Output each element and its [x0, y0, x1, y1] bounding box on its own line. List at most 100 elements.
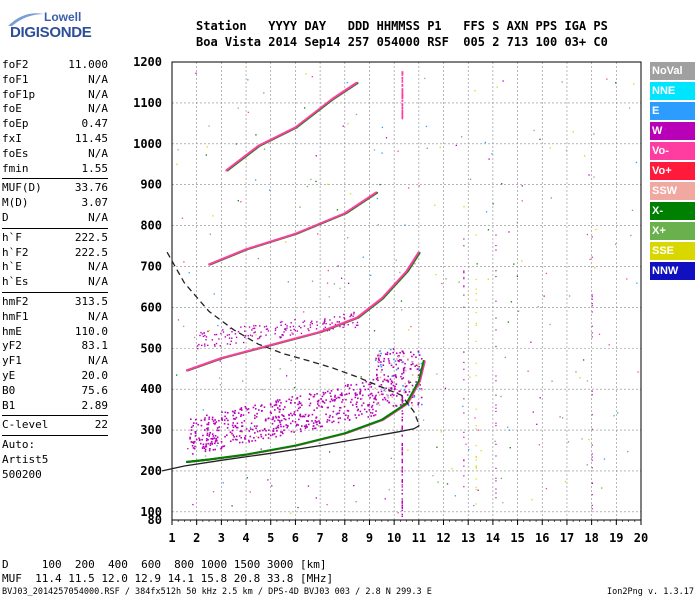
spread-f-point — [370, 415, 373, 417]
noise-point — [297, 506, 299, 509]
spread-f-point — [278, 405, 281, 407]
noise-point — [404, 224, 406, 226]
noise-point — [401, 103, 404, 105]
noise-point — [355, 113, 358, 116]
noise-point — [362, 256, 364, 258]
spread-f-point — [235, 342, 237, 344]
spread-f-point — [310, 321, 312, 324]
spread-f-point — [284, 406, 286, 408]
spread-f-point — [208, 433, 211, 436]
noise-point — [539, 397, 541, 399]
noise-point — [181, 217, 184, 219]
spread-f-point — [382, 393, 384, 396]
spread-f-point — [206, 414, 208, 417]
trace-point — [294, 444, 297, 447]
interference-point — [591, 428, 593, 430]
spread-f-point — [400, 375, 402, 378]
spread-f-point — [286, 327, 288, 329]
spread-f-point — [309, 326, 312, 328]
spread-f-point — [248, 326, 251, 328]
spread-f-point — [273, 409, 276, 411]
noise-point — [516, 275, 519, 277]
noise-point — [177, 319, 180, 321]
param-row: h`Es N/A — [2, 275, 108, 290]
spread-f-point — [385, 379, 388, 382]
spread-f-point — [336, 412, 339, 415]
noise-point — [208, 329, 210, 332]
interference-point — [463, 238, 465, 240]
spread-f-point — [398, 360, 400, 363]
spread-f-point — [299, 428, 302, 430]
spread-f-point — [207, 442, 210, 445]
noise-point — [502, 502, 504, 504]
spread-f-point — [207, 330, 209, 333]
spread-f-point — [387, 379, 389, 382]
noise-point — [353, 485, 355, 487]
spread-f-point — [383, 374, 386, 376]
spread-f-point — [272, 416, 275, 419]
param-row: foF1 N/A — [2, 73, 108, 88]
noise-point — [212, 491, 215, 493]
noise-point — [400, 399, 402, 401]
trace-point — [318, 438, 321, 441]
spread-f-point — [251, 329, 253, 331]
spread-f-point — [267, 437, 270, 439]
muf-distance-row: D 100 200 400 600 800 1000 1500 3000 [km… — [2, 558, 327, 571]
trace-point — [326, 103, 328, 105]
trace-point — [287, 445, 290, 448]
noise-point — [595, 228, 597, 231]
noise-point — [568, 295, 571, 297]
spread-f-point — [298, 325, 300, 328]
trace-point — [321, 221, 324, 224]
trace-point — [341, 432, 344, 435]
spread-f-point — [315, 328, 318, 330]
noise-point — [401, 505, 403, 507]
spread-f-point — [277, 400, 280, 403]
trace-point — [285, 339, 288, 342]
spread-f-point — [403, 352, 405, 355]
noise-point — [543, 295, 545, 297]
spread-f-point — [244, 438, 246, 440]
spread-f-point — [311, 322, 314, 325]
noise-point — [491, 153, 493, 155]
trace-point — [299, 124, 302, 126]
spread-f-point — [257, 409, 260, 411]
spread-f-point — [397, 359, 399, 362]
spread-f-point — [296, 397, 299, 399]
noise-point — [508, 231, 510, 233]
trace-point — [274, 238, 277, 241]
trace-point — [318, 331, 321, 334]
noise-point — [417, 365, 419, 367]
noise-point — [469, 376, 471, 378]
trace-point — [310, 333, 313, 336]
noise-point — [262, 388, 264, 391]
spread-f-point — [276, 430, 278, 432]
interference-point — [495, 234, 497, 236]
spread-f-point — [345, 393, 348, 395]
noise-point — [385, 137, 388, 139]
spread-f-point — [390, 388, 393, 390]
spread-f-point — [412, 353, 415, 356]
noise-point — [581, 438, 583, 440]
autoscaling-info: 500200 — [2, 467, 42, 481]
trace-point — [273, 342, 276, 345]
legend-item: Vo+ — [650, 162, 695, 180]
trace-point — [300, 443, 303, 446]
spread-f-point — [194, 431, 197, 433]
spread-f-point — [330, 398, 333, 401]
noise-point — [237, 107, 239, 109]
noise-point — [230, 433, 233, 436]
trace-point — [258, 244, 261, 247]
trace-point — [288, 234, 291, 237]
noise-point — [561, 81, 563, 83]
noise-point — [401, 100, 404, 102]
spread-f-point — [299, 395, 302, 397]
spread-f-point — [303, 415, 306, 418]
spread-f-point — [285, 400, 288, 403]
spread-f-point — [393, 394, 395, 397]
trace-point — [324, 437, 327, 440]
trace-point — [260, 450, 263, 453]
interference-point — [475, 425, 477, 427]
noise-point — [285, 375, 288, 377]
noise-point — [422, 419, 425, 421]
